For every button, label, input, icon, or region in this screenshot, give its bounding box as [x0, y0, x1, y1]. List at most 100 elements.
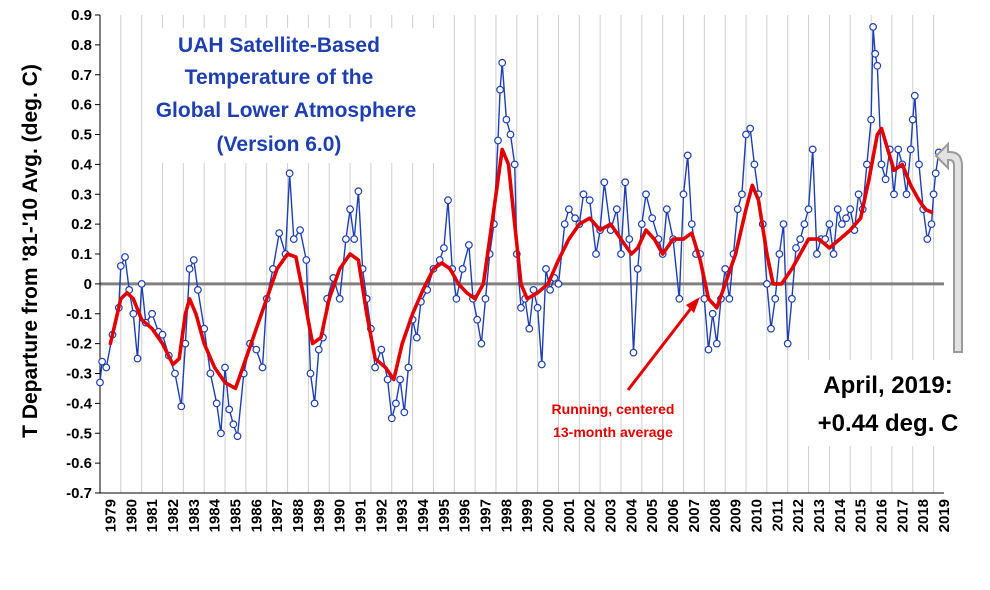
monthly-point: [496, 85, 505, 94]
monthly-point: [354, 187, 363, 196]
y-tick-label: -0.3: [66, 366, 92, 383]
monthly-point: [867, 115, 875, 124]
monthly-point: [148, 309, 157, 318]
monthly-point: [842, 214, 850, 223]
monthly-point: [877, 160, 886, 169]
monthly-point: [633, 265, 642, 273]
x-tick-label: 1982: [165, 499, 182, 532]
monthly-point: [779, 220, 788, 229]
x-tick-label: 2001: [561, 499, 578, 532]
monthly-point: [833, 205, 842, 214]
monthly-point: [560, 220, 569, 229]
x-tick-label: 2000: [540, 499, 557, 532]
monthly-point: [473, 315, 482, 324]
x-tick-label: 1986: [248, 499, 265, 532]
monthly-point: [314, 345, 323, 354]
monthly-point: [675, 294, 684, 303]
monthly-point: [679, 190, 688, 199]
monthly-point: [440, 244, 448, 252]
monthly-point: [252, 345, 261, 354]
y-tick-label: 0.4: [71, 156, 93, 173]
average-arrow-shaft: [626, 306, 694, 391]
monthly-point: [452, 294, 461, 303]
x-tick-label: 2004: [623, 498, 640, 532]
monthly-point: [506, 130, 515, 139]
monthly-point: [825, 220, 834, 229]
monthly-point: [98, 357, 106, 366]
x-tick-label: 2002: [582, 499, 599, 532]
x-tick-label: 1998: [498, 499, 515, 532]
monthly-point: [310, 399, 319, 408]
x-tick-label: 2014: [832, 498, 849, 532]
monthly-point: [185, 265, 194, 273]
monthly-point: [612, 205, 621, 214]
monthly-point: [392, 399, 400, 408]
x-tick-label: 2005: [644, 499, 661, 532]
x-tick-label: 2011: [769, 499, 786, 532]
x-tick-label: 1995: [436, 499, 453, 532]
monthly-point: [221, 363, 229, 372]
monthly-point: [477, 339, 486, 348]
monthly-point: [579, 190, 588, 199]
monthly-point: [648, 214, 657, 223]
x-tick-label: 2017: [894, 499, 911, 532]
x-tick-label: 1994: [415, 498, 432, 532]
latest-label-line-1: April, 2019:: [823, 372, 952, 399]
monthly-point: [592, 250, 600, 258]
monthly-point: [289, 235, 298, 244]
monthly-point: [177, 402, 186, 411]
monthly-point: [275, 229, 284, 238]
monthly-point: [189, 256, 198, 264]
y-tick-label: 0.6: [71, 97, 92, 114]
running-average-line: [108, 126, 934, 391]
monthly-point: [510, 160, 519, 169]
monthly-point: [771, 294, 780, 303]
monthly-point: [465, 241, 473, 249]
x-tick-label: 1980: [123, 499, 140, 532]
monthly-point: [193, 286, 202, 294]
monthly-point: [796, 235, 805, 244]
monthly-point: [102, 363, 111, 372]
monthly-point: [216, 429, 225, 438]
x-tick-label: 1997: [478, 499, 495, 532]
monthly-point: [546, 286, 554, 294]
monthly-point: [335, 294, 344, 303]
monthly-point: [585, 196, 594, 205]
title-line-1: UAH Satellite-Based: [178, 34, 380, 57]
x-tick-label: 1992: [373, 499, 390, 532]
x-tick-label: 1981: [144, 499, 161, 532]
monthly-point: [863, 160, 871, 169]
monthly-point: [617, 250, 625, 258]
y-tick-label: -0.7: [66, 485, 92, 502]
monthly-point: [854, 190, 863, 199]
monthly-point: [873, 61, 882, 70]
monthly-point: [906, 145, 915, 154]
monthly-point: [116, 262, 125, 270]
monthly-point: [371, 363, 380, 372]
x-tick-label: 2015: [853, 499, 870, 532]
monthly-point: [377, 345, 386, 354]
monthly-point: [412, 333, 421, 342]
monthly-point: [96, 378, 104, 387]
monthly-point: [233, 432, 242, 441]
monthly-point: [804, 205, 813, 214]
monthly-point: [721, 265, 730, 273]
monthly-point: [767, 324, 775, 333]
monthly-point: [683, 151, 692, 160]
running-average-series: [108, 126, 934, 391]
y-tick-label: 0.9: [71, 7, 92, 24]
y-tick-label: 0.2: [71, 216, 92, 233]
monthly-point: [346, 205, 355, 214]
monthly-point: [171, 369, 179, 378]
monthly-point: [829, 250, 838, 258]
monthly-point: [206, 369, 215, 378]
x-tick-label: 1985: [227, 499, 244, 532]
x-tick-label: 2006: [665, 499, 682, 532]
monthly-point: [894, 145, 903, 154]
monthly-point: [396, 375, 405, 384]
monthly-point: [225, 405, 234, 414]
monthly-point: [783, 339, 792, 348]
monthly-point: [708, 309, 717, 318]
monthly-point: [846, 205, 855, 214]
monthly-point: [687, 220, 696, 229]
